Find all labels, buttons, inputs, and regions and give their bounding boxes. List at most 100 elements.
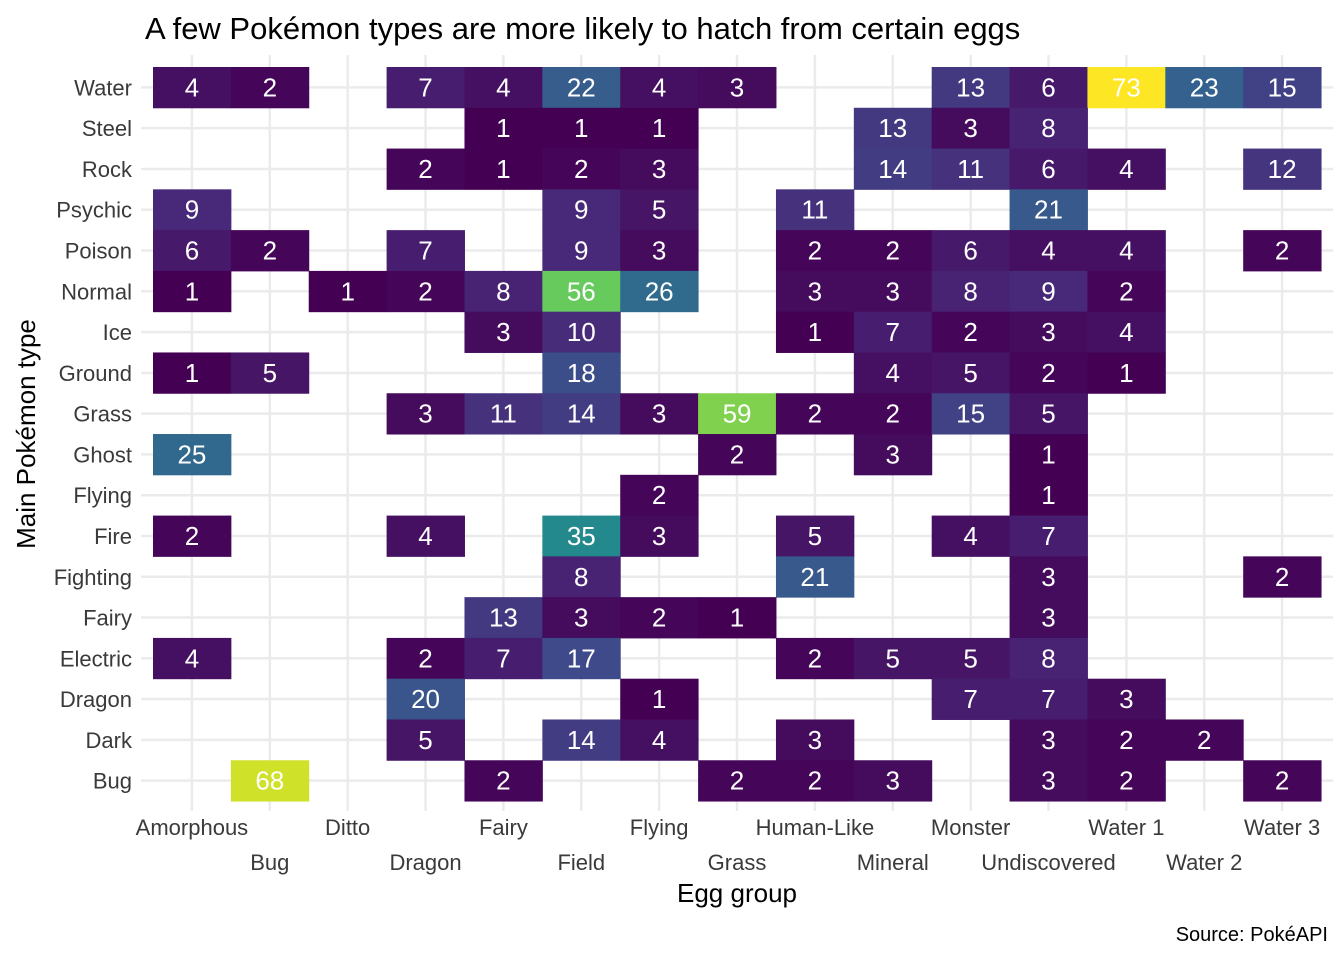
- y-tick-label: Electric: [60, 646, 132, 671]
- heatmap-tile: [853, 352, 933, 394]
- heatmap-tile: [931, 230, 1011, 272]
- heatmap-tile: [386, 678, 465, 720]
- x-tick-label: Undiscovered: [981, 850, 1116, 875]
- tile-value-label: 3: [418, 399, 432, 429]
- heatmap-tile: [620, 270, 699, 313]
- tile-value-label: 13: [956, 72, 985, 102]
- heatmap-tile: [1009, 107, 1088, 150]
- tile-value-label: 9: [574, 236, 588, 266]
- tile-value-label: 2: [1119, 276, 1133, 306]
- tile-value-label: 3: [652, 521, 666, 551]
- heatmap-tile: [620, 107, 699, 150]
- y-tick-label: Fire: [94, 524, 132, 549]
- heatmap-tile: [153, 270, 232, 313]
- y-tick-label: Dark: [86, 728, 133, 753]
- tile-value-label: 6: [185, 236, 199, 266]
- tile-value-label: 4: [963, 521, 977, 551]
- tile-value-label: 2: [418, 276, 432, 306]
- tile-value-label: 15: [956, 399, 985, 429]
- tile-value-label: 1: [1119, 358, 1133, 388]
- tile-value-label: 59: [723, 399, 752, 429]
- tile-value-label: 5: [808, 521, 822, 551]
- tile-value-label: 2: [263, 72, 277, 102]
- heatmap-tile: [153, 434, 232, 476]
- tile-value-label: 2: [808, 643, 822, 673]
- heatmap-tile: [464, 148, 543, 190]
- heatmap-tile: [1009, 434, 1088, 476]
- tile-value-label: 15: [1268, 72, 1297, 102]
- x-tick-label: Water 1: [1088, 815, 1164, 840]
- heatmap-tile: [153, 67, 232, 109]
- heatmap-tile: [542, 189, 621, 231]
- heatmap-tile: [853, 760, 933, 802]
- tile-value-label: 5: [418, 725, 432, 755]
- heatmap-tile: [931, 393, 1011, 435]
- heatmap-tile: [1009, 637, 1088, 680]
- heatmap-tile: [1009, 230, 1088, 272]
- tile-value-label: 4: [1041, 236, 1055, 266]
- tile-value-label: 2: [1119, 725, 1133, 755]
- tile-value-label: 1: [185, 276, 199, 306]
- heatmap-tile: [153, 230, 232, 272]
- tile-value-label: 7: [963, 684, 977, 714]
- heatmap-tile: [620, 678, 699, 720]
- tile-value-label: 1: [1041, 480, 1055, 510]
- tile-value-label: 7: [1041, 521, 1055, 551]
- heatmap-tile: [931, 270, 1011, 313]
- heatmap-tile: [542, 393, 621, 435]
- heatmap-tile: [1243, 67, 1322, 109]
- heatmap-tile: [620, 189, 699, 231]
- tile-value-label: 5: [886, 643, 900, 673]
- tile-value-label: 8: [1041, 643, 1055, 673]
- heatmap-tile: [542, 230, 621, 272]
- tile-value-label: 11: [957, 154, 984, 184]
- heatmap-tile: [1009, 148, 1088, 190]
- tile-value-label: 3: [1041, 603, 1055, 633]
- tile-value-label: 3: [886, 439, 900, 469]
- tile-value-label: 1: [730, 603, 744, 633]
- heatmap-tile: [775, 393, 855, 435]
- heatmap-tile: [153, 352, 232, 394]
- tile-value-label: 3: [652, 236, 666, 266]
- tile-value-label: 14: [567, 399, 596, 429]
- x-axis-title: Egg group: [677, 878, 797, 908]
- y-tick-label: Fighting: [54, 565, 132, 590]
- heatmap-tile: [1009, 760, 1088, 802]
- tile-value-label: 1: [574, 113, 588, 143]
- heatmap-tile: [931, 107, 1011, 150]
- heatmap-tile: [853, 270, 933, 313]
- tile-value-label: 9: [574, 195, 588, 225]
- tile-value-label: 13: [878, 113, 907, 143]
- heatmap-tile: [464, 270, 543, 313]
- heatmap-tile: [620, 67, 699, 109]
- tile-value-label: 5: [963, 643, 977, 673]
- heatmap-tile: [542, 515, 621, 557]
- tile-value-label: 1: [340, 276, 354, 306]
- tile-value-label: 18: [567, 358, 596, 388]
- heatmap-tile: [464, 637, 543, 680]
- y-tick-label: Rock: [82, 157, 133, 182]
- tile-value-label: 4: [185, 72, 199, 102]
- tile-value-label: 73: [1112, 72, 1141, 102]
- heatmap-tile: [542, 719, 621, 761]
- heatmap-tile: [1009, 719, 1088, 761]
- heatmap-tile: [153, 189, 232, 231]
- heatmap-tile: [775, 556, 855, 598]
- heatmap-tile: [386, 230, 465, 272]
- heatmap-tile: [464, 311, 543, 353]
- heatmap-tile: [542, 597, 621, 639]
- tile-value-label: 3: [1041, 317, 1055, 347]
- heatmap-tile: [620, 474, 699, 517]
- heatmap-tile: [698, 67, 777, 109]
- x-tick-label: Water 3: [1244, 815, 1320, 840]
- y-tick-label: Flying: [73, 483, 132, 508]
- tile-value-label: 4: [185, 643, 199, 673]
- heatmap-tile: [230, 352, 310, 394]
- heatmap-tile: [775, 230, 855, 272]
- tile-value-label: 2: [730, 766, 744, 796]
- heatmap-tile: [1087, 270, 1166, 313]
- tile-value-label: 10: [567, 317, 596, 347]
- x-tick-label: Flying: [630, 815, 689, 840]
- tile-value-label: 3: [808, 725, 822, 755]
- tile-value-label: 8: [963, 276, 977, 306]
